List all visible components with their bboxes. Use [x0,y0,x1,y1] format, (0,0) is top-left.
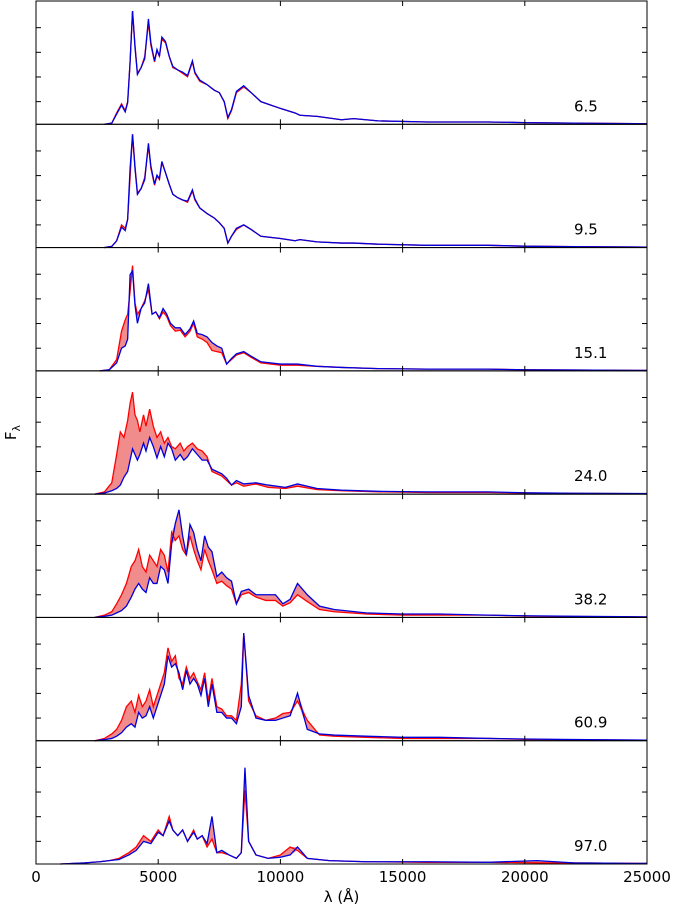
red-spectrum-line [104,10,648,125]
panel-frame [35,740,648,865]
panels-layer: 6.5 9.5 15.1 24.0 38.2 60.9 97.0 [35,0,648,865]
difference-fill [94,509,647,618]
panel-label: 9.5 [574,221,598,239]
spectrum-panel: 24.0 [35,370,648,495]
panel-label: 15.1 [574,344,607,362]
red-spectrum-line [94,392,648,495]
spectrum-panel: 9.5 [35,123,648,249]
red-spectrum-line [94,529,648,619]
red-spectrum-line [94,633,648,742]
spectrum-panel: 97.0 [35,740,648,865]
x-tick-label: 20000 [501,868,549,886]
y-axis-label-main: F [2,431,20,440]
x-axis-label: λ (Å) [324,887,360,906]
spectrum-panel: 6.5 [35,0,648,125]
panel-label: 6.5 [574,97,598,115]
x-tick-label: 15000 [379,868,427,886]
difference-fill [60,767,647,864]
panel-label: 97.0 [574,837,607,855]
y-axis-label-subscript: λ [10,424,23,431]
panel-label: 38.2 [574,590,607,608]
red-spectrum-line [99,265,648,372]
x-tick-label: 5000 [139,868,177,886]
blue-spectrum-line [104,10,648,125]
difference-fill [104,11,648,125]
red-spectrum-line [60,790,648,865]
spectrum-panel: 38.2 [35,493,648,619]
spectrum-panel: 15.1 [35,247,648,372]
blue-spectrum-line [94,633,648,742]
blue-spectrum-line [94,509,648,619]
spectrum-panel: 60.9 [35,616,648,742]
x-axis: 0 5000 10000 15000 20000 25000 [31,868,671,886]
panel-frame [35,0,648,125]
blue-spectrum-line [94,435,648,495]
panel-label: 60.9 [574,714,607,732]
blue-spectrum-line [104,134,648,249]
panel-frame [35,123,648,249]
red-spectrum-line [104,134,648,249]
x-tick-label: 10000 [257,868,305,886]
difference-fill [94,633,647,741]
x-tick-label: 25000 [623,868,671,886]
x-tick-label: 0 [31,868,41,886]
difference-fill [99,265,648,371]
y-axis-label: Fλ [2,424,23,440]
panel-label: 24.0 [574,467,607,485]
blue-spectrum-line [99,269,648,372]
blue-spectrum-line [60,767,648,865]
difference-fill [94,392,647,495]
difference-fill [104,134,648,248]
